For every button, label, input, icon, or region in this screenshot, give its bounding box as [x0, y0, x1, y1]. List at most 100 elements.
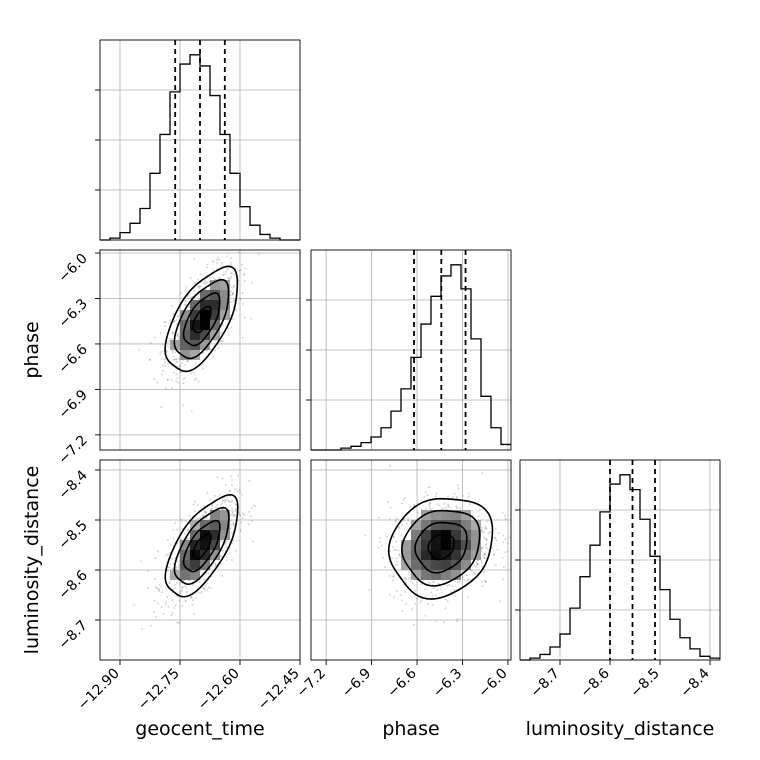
- joint-geocent-time-vs-luminosity-distance-point-361: [177, 579, 180, 581]
- joint-geocent-time-vs-phase-point-872: [163, 320, 166, 323]
- joint-geocent-time-vs-phase-point-106: [166, 379, 169, 381]
- joint-phase-vs-luminosity-distance-point-719: [483, 557, 485, 559]
- joint-geocent-time-vs-luminosity-distance-point-849: [206, 589, 209, 591]
- joint-phase-vs-luminosity-distance-point-162: [438, 504, 441, 507]
- joint-phase-vs-luminosity-distance-contour-3: [387, 497, 494, 600]
- joint-geocent-time-vs-phase-point-463: [177, 333, 179, 335]
- ytick-label-phase-4: −6.0: [55, 251, 90, 286]
- joint-phase-vs-luminosity-distance-point-676: [399, 594, 402, 596]
- joint-geocent-time-vs-luminosity-distance-point-737: [221, 540, 224, 543]
- joint-phase-vs-luminosity-distance-density-cell: [431, 550, 441, 560]
- joint-geocent-time-vs-phase-point-727: [234, 299, 236, 302]
- joint-geocent-time-vs-phase-point-882: [177, 335, 180, 338]
- joint-phase-vs-luminosity-distance-point-175: [428, 502, 431, 505]
- joint-phase-vs-luminosity-distance-point-323: [398, 526, 400, 528]
- joint-geocent-time-vs-phase-point-894: [185, 300, 188, 302]
- joint-geocent-time-vs-phase-point-802: [197, 285, 200, 288]
- joint-geocent-time-vs-phase-point-465: [149, 342, 152, 344]
- joint-phase-vs-luminosity-distance-point-144: [508, 536, 510, 539]
- joint-geocent-time-vs-phase-point-254: [193, 290, 195, 292]
- joint-geocent-time-vs-luminosity-distance-point-315: [243, 513, 246, 516]
- joint-geocent-time-vs-phase-point-309: [210, 348, 213, 351]
- joint-phase-vs-luminosity-distance-point-394: [475, 561, 478, 563]
- joint-geocent-time-vs-phase-point-5: [164, 361, 166, 364]
- joint-phase-vs-luminosity-distance-point-499: [429, 502, 432, 504]
- ytick-label-phase-0: −7.2: [55, 432, 90, 467]
- joint-geocent-time-vs-phase-point-218: [238, 269, 241, 272]
- joint-phase-vs-luminosity-distance-point-880: [393, 536, 395, 539]
- joint-geocent-time-vs-luminosity-distance-point-840: [181, 589, 183, 592]
- joint-geocent-time-vs-phase-density-cell: [200, 310, 210, 320]
- joint-phase-vs-luminosity-distance-point-731: [476, 563, 478, 565]
- joint-phase-vs-luminosity-distance-point-894: [484, 527, 486, 530]
- xtick-label-phase-1: −6.9: [339, 666, 374, 701]
- joint-phase-vs-luminosity-distance-point-757: [364, 534, 367, 537]
- joint-geocent-time-vs-luminosity-distance-density-cell: [200, 520, 210, 530]
- joint-phase-vs-luminosity-distance-density-cell: [471, 530, 481, 540]
- joint-geocent-time-vs-phase-point-706: [244, 280, 246, 282]
- joint-geocent-time-vs-luminosity-distance-point-77: [178, 567, 180, 569]
- joint-geocent-time-vs-luminosity-distance-point-628: [234, 509, 237, 511]
- joint-phase-vs-luminosity-distance-point-48: [501, 511, 504, 514]
- joint-geocent-time-vs-luminosity-distance-point-209: [186, 590, 188, 592]
- joint-phase-vs-luminosity-distance-point-763: [503, 515, 506, 517]
- joint-geocent-time-vs-luminosity-distance-point-103: [172, 528, 175, 531]
- joint-phase-vs-luminosity-distance-density-cell: [431, 540, 441, 550]
- joint-phase-vs-luminosity-distance-point-889: [462, 495, 464, 497]
- joint-geocent-time-vs-phase-point-866: [183, 300, 186, 302]
- joint-geocent-time-vs-luminosity-distance-point-781: [191, 599, 194, 601]
- joint-phase-vs-luminosity-distance-point-831: [502, 541, 505, 543]
- joint-phase-vs-luminosity-distance-point-77: [480, 547, 483, 550]
- joint-phase-vs-luminosity-distance-point-192: [395, 520, 397, 523]
- joint-geocent-time-vs-phase-point-319: [176, 377, 179, 380]
- joint-geocent-time-vs-phase-point-159: [162, 369, 164, 372]
- joint-phase-vs-luminosity-distance-point-60: [485, 581, 487, 583]
- joint-geocent-time-vs-phase-point-776: [178, 306, 181, 309]
- joint-phase-vs-luminosity-distance-density-cell: [441, 520, 451, 530]
- joint-geocent-time-vs-phase-point-46: [173, 359, 175, 361]
- joint-geocent-time-vs-phase-density-cell: [190, 310, 200, 320]
- joint-phase-vs-luminosity-distance-point-867: [471, 569, 473, 572]
- ytick-label-luminosity-distance-3: −8.4: [55, 467, 90, 502]
- joint-geocent-time-vs-luminosity-distance-point-515: [211, 565, 214, 567]
- joint-phase-vs-luminosity-distance-density-cell: [401, 540, 411, 550]
- joint-geocent-time-vs-luminosity-distance-point-451: [179, 582, 181, 585]
- joint-phase-vs-luminosity-distance-point-567: [480, 557, 482, 559]
- joint-geocent-time-vs-phase-point-115: [173, 371, 175, 374]
- joint-geocent-time-vs-luminosity-distance-point-371: [167, 566, 169, 569]
- joint-geocent-time-vs-luminosity-distance-point-525: [169, 552, 171, 554]
- joint-geocent-time-vs-luminosity-distance-point-64: [188, 515, 191, 518]
- joint-geocent-time-vs-phase-point-522: [190, 410, 193, 413]
- joint-geocent-time-vs-luminosity-distance-point-256: [250, 506, 253, 509]
- joint-geocent-time-vs-phase-point-314: [241, 336, 244, 339]
- joint-geocent-time-vs-luminosity-distance-point-814: [186, 538, 189, 541]
- joint-geocent-time-vs-luminosity-distance-point-653: [203, 505, 205, 507]
- joint-phase-vs-luminosity-distance-density-cell: [421, 530, 431, 540]
- joint-geocent-time-vs-luminosity-distance-point-263: [228, 508, 230, 511]
- joint-geocent-time-vs-luminosity-distance-point-521: [235, 507, 237, 510]
- joint-geocent-time-vs-phase-point-443: [161, 373, 163, 376]
- joint-phase-vs-luminosity-distance-point-56: [416, 518, 419, 520]
- joint-geocent-time-vs-luminosity-distance-point-21: [239, 528, 242, 531]
- joint-geocent-time-vs-phase-point-196: [250, 317, 252, 320]
- joint-geocent-time-vs-phase-point-394: [229, 277, 232, 280]
- joint-geocent-time-vs-luminosity-distance-point-676: [203, 517, 206, 519]
- joint-phase-vs-luminosity-distance-point-527: [398, 554, 400, 556]
- joint-phase-vs-luminosity-distance-point-848: [408, 571, 411, 574]
- joint-phase-vs-luminosity-distance-point-595: [383, 565, 386, 568]
- joint-geocent-time-vs-phase-point-378: [219, 276, 221, 279]
- joint-geocent-time-vs-phase-point-21: [195, 362, 197, 365]
- joint-phase-vs-luminosity-distance-point-267: [394, 519, 397, 522]
- joint-geocent-time-vs-luminosity-distance-point-132: [161, 591, 163, 593]
- joint-geocent-time-vs-phase-point-72: [189, 277, 192, 279]
- joint-geocent-time-vs-phase-point-759: [237, 279, 240, 282]
- joint-geocent-time-vs-luminosity-distance-density-cell: [210, 550, 220, 560]
- joint-geocent-time-vs-phase-point-781: [209, 281, 211, 283]
- joint-geocent-time-vs-luminosity-distance-point-731: [218, 493, 221, 496]
- joint-geocent-time-vs-luminosity-distance-point-871: [239, 515, 242, 517]
- joint-phase-vs-luminosity-distance-density-cell: [471, 520, 481, 530]
- joint-geocent-time-vs-phase-point-855: [178, 338, 180, 340]
- joint-geocent-time-vs-phase-point-761: [230, 257, 232, 259]
- joint-geocent-time-vs-phase-contour-0: [191, 305, 212, 334]
- joint-phase-vs-luminosity-distance-point-677: [430, 591, 433, 594]
